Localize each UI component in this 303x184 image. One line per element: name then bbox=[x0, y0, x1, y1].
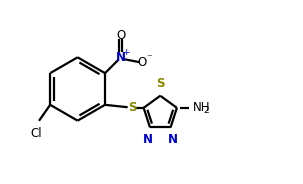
Text: Cl: Cl bbox=[30, 127, 42, 139]
Text: O: O bbox=[138, 56, 147, 69]
Text: S: S bbox=[128, 101, 136, 114]
Text: NH: NH bbox=[193, 101, 211, 114]
Text: 2: 2 bbox=[203, 106, 209, 115]
Text: N: N bbox=[116, 51, 126, 64]
Text: +: + bbox=[122, 47, 130, 56]
Text: N: N bbox=[143, 133, 153, 146]
Text: S: S bbox=[156, 77, 165, 90]
Text: O: O bbox=[116, 29, 125, 42]
Text: ⁻: ⁻ bbox=[146, 53, 152, 63]
Text: N: N bbox=[168, 133, 178, 146]
